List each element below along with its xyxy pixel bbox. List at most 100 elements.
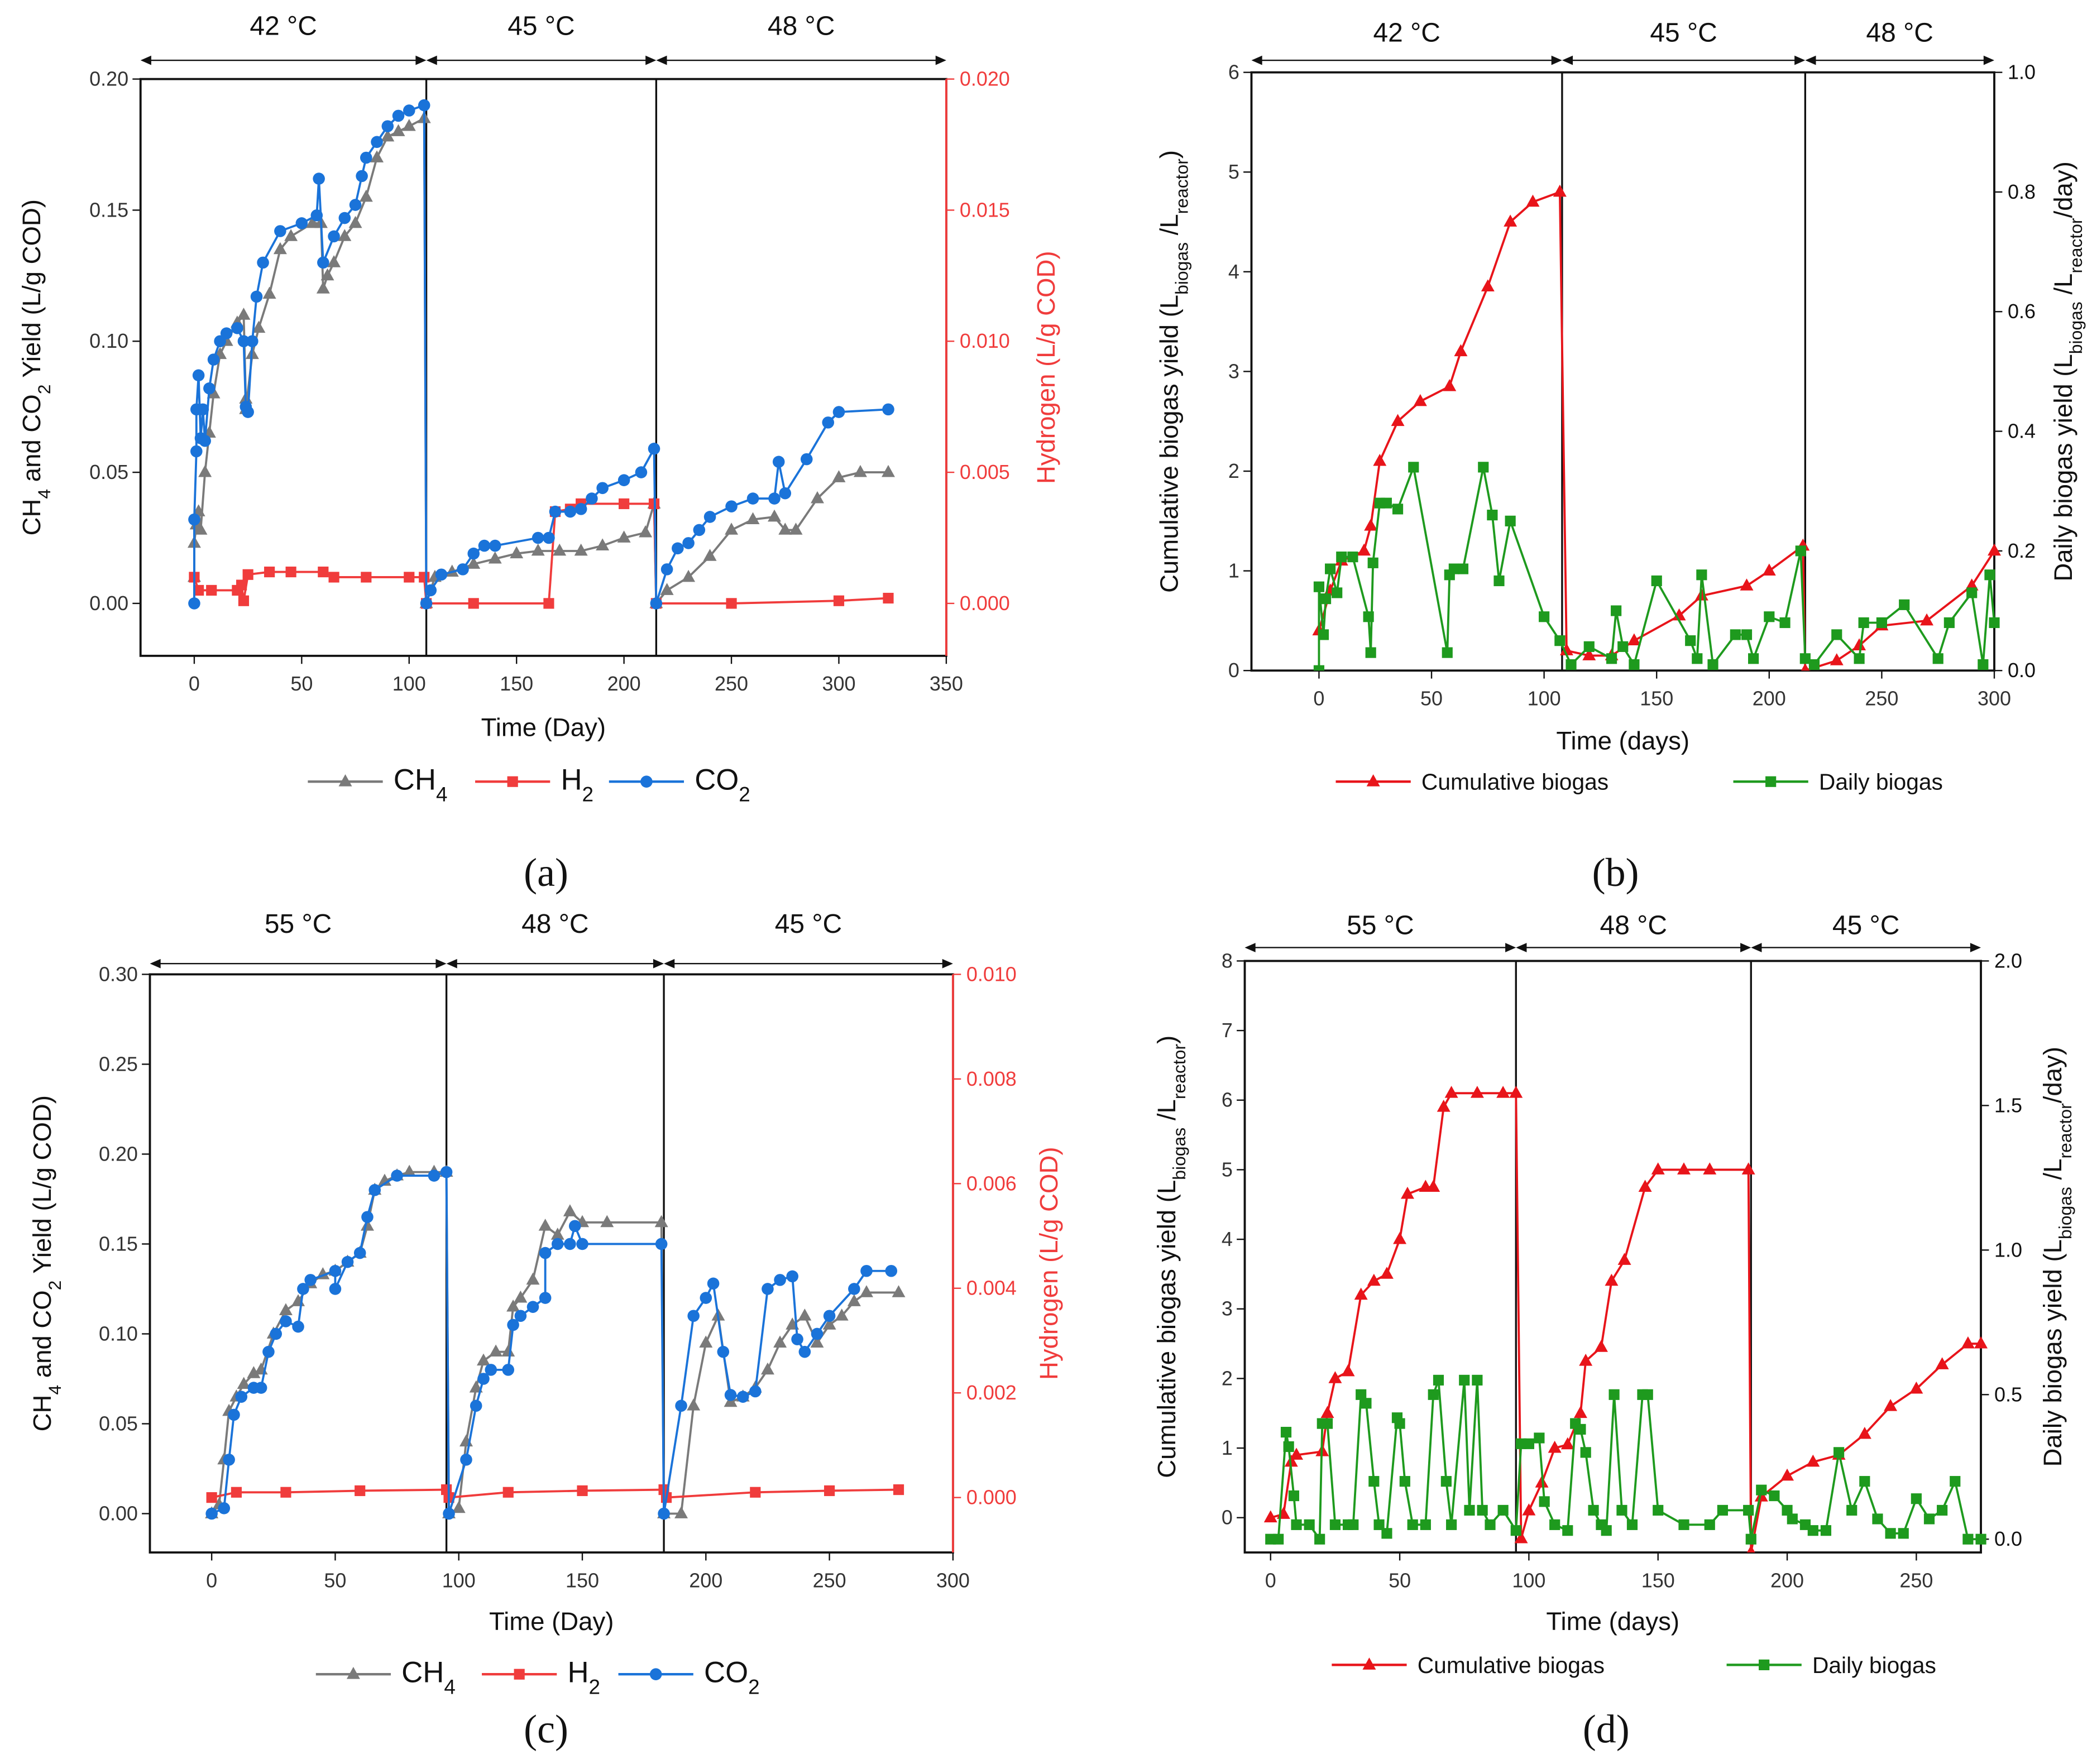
data-point [832, 470, 846, 482]
data-point [1898, 1528, 1909, 1539]
data-point [798, 1345, 811, 1358]
data-point [1859, 1476, 1870, 1487]
label-part: ) [1152, 1036, 1181, 1044]
data-point [255, 1382, 267, 1394]
x-tick-label: 150 [500, 672, 533, 695]
data-point [1743, 1504, 1754, 1516]
data-point [443, 1507, 455, 1520]
data-point [749, 1385, 762, 1398]
data-point [1651, 1162, 1665, 1175]
series-co2 [205, 1166, 898, 1520]
legend-item: Cumulative biogas [1335, 769, 1609, 795]
label-part: H [561, 764, 582, 797]
legend-label: Cumulative biogas [1421, 769, 1609, 795]
data-point [338, 212, 351, 224]
plot-frame [1250, 71, 1995, 672]
y-tick-label: 0.05 [99, 1412, 138, 1435]
y-tick-label: 7 [1222, 1019, 1233, 1042]
data-point [280, 1315, 292, 1327]
label-part: reactor [2066, 218, 2086, 274]
data-point [1677, 1162, 1691, 1175]
label-part: Cumulative biogas yield (L [1155, 295, 1184, 593]
x-tick-label: 100 [1512, 1569, 1545, 1592]
data-point [1322, 1418, 1333, 1429]
data-point [1509, 1086, 1523, 1098]
x-tick-label: 300 [1978, 687, 2011, 710]
data-point [237, 335, 250, 348]
data-point [1493, 575, 1505, 587]
data-point [660, 583, 674, 595]
data-point [660, 563, 673, 576]
data-point [1872, 1513, 1883, 1525]
data-point [1989, 617, 2000, 629]
legend-item: H2 [482, 1656, 600, 1698]
data-point [203, 382, 216, 395]
data-point [1858, 1426, 1871, 1439]
data-point [860, 1264, 873, 1277]
x-tick-label: 300 [822, 672, 855, 695]
data-point [1651, 575, 1662, 587]
data-point [391, 1169, 403, 1182]
data-point [285, 566, 296, 578]
y-tick-label: 0 [1222, 1506, 1233, 1529]
y-tick-label: 0.05 [89, 461, 128, 483]
x-tick-label: 150 [566, 1569, 599, 1592]
legend-item: Cumulative biogas [1332, 1652, 1605, 1678]
data-point [199, 434, 211, 447]
data-point [1554, 635, 1566, 646]
data-point [1357, 543, 1371, 556]
data-point [596, 538, 610, 550]
data-point [1368, 1476, 1380, 1487]
data-point [1627, 633, 1641, 646]
data-point [370, 150, 384, 162]
phase-label: 45 °C [775, 909, 842, 939]
label-part: biogas [2066, 301, 2086, 354]
data-point [1762, 563, 1776, 576]
data-point [1391, 414, 1405, 426]
data-point [1514, 1531, 1528, 1544]
data-point [576, 1238, 588, 1250]
x-axis-label: Time (days) [1546, 1607, 1679, 1636]
x-tick-label: 100 [1528, 687, 1561, 710]
data-point [762, 1283, 774, 1295]
data-point [1381, 1528, 1392, 1539]
data-point [1854, 653, 1865, 664]
data-point [564, 1238, 576, 1250]
data-point [297, 1283, 309, 1295]
data-point [1937, 1504, 1948, 1516]
data-point [1510, 1525, 1521, 1536]
data-point [1433, 1374, 1444, 1386]
data-point [246, 335, 258, 348]
data-point [236, 579, 247, 591]
y-tick-label: 1 [1222, 1436, 1233, 1459]
data-point [835, 1308, 849, 1321]
data-point [823, 1310, 836, 1322]
y-tick-label: 6 [1228, 61, 1239, 84]
data-point [1539, 1496, 1550, 1507]
data-point [1932, 653, 1943, 664]
legend-item: CH4 [315, 1656, 456, 1698]
data-point [1704, 1519, 1715, 1530]
data-point [1284, 1454, 1298, 1467]
legend-marker-icon [649, 1668, 662, 1680]
y2-tick-label: 0.8 [2008, 180, 2036, 203]
data-point [1440, 1476, 1452, 1487]
data-point [1381, 497, 1392, 509]
data-point [1548, 1440, 1562, 1453]
label-part: H [567, 1656, 588, 1689]
data-point [1594, 1340, 1608, 1352]
y2-tick-label: 1.0 [1994, 1238, 2022, 1261]
data-point [1741, 629, 1753, 640]
data-point [193, 584, 204, 596]
data-point [478, 539, 491, 552]
data-point [1400, 1186, 1414, 1199]
label-part: Daily biogas yield (L [2038, 1239, 2067, 1466]
data-point [237, 308, 251, 320]
data-point [810, 1335, 824, 1348]
x-tick-label: 150 [1640, 687, 1673, 710]
data-point [1356, 1389, 1367, 1400]
y2-tick-label: 1.0 [2008, 61, 2036, 84]
data-point [1756, 1484, 1767, 1495]
data-point [440, 1166, 453, 1178]
data-point [1830, 653, 1844, 665]
